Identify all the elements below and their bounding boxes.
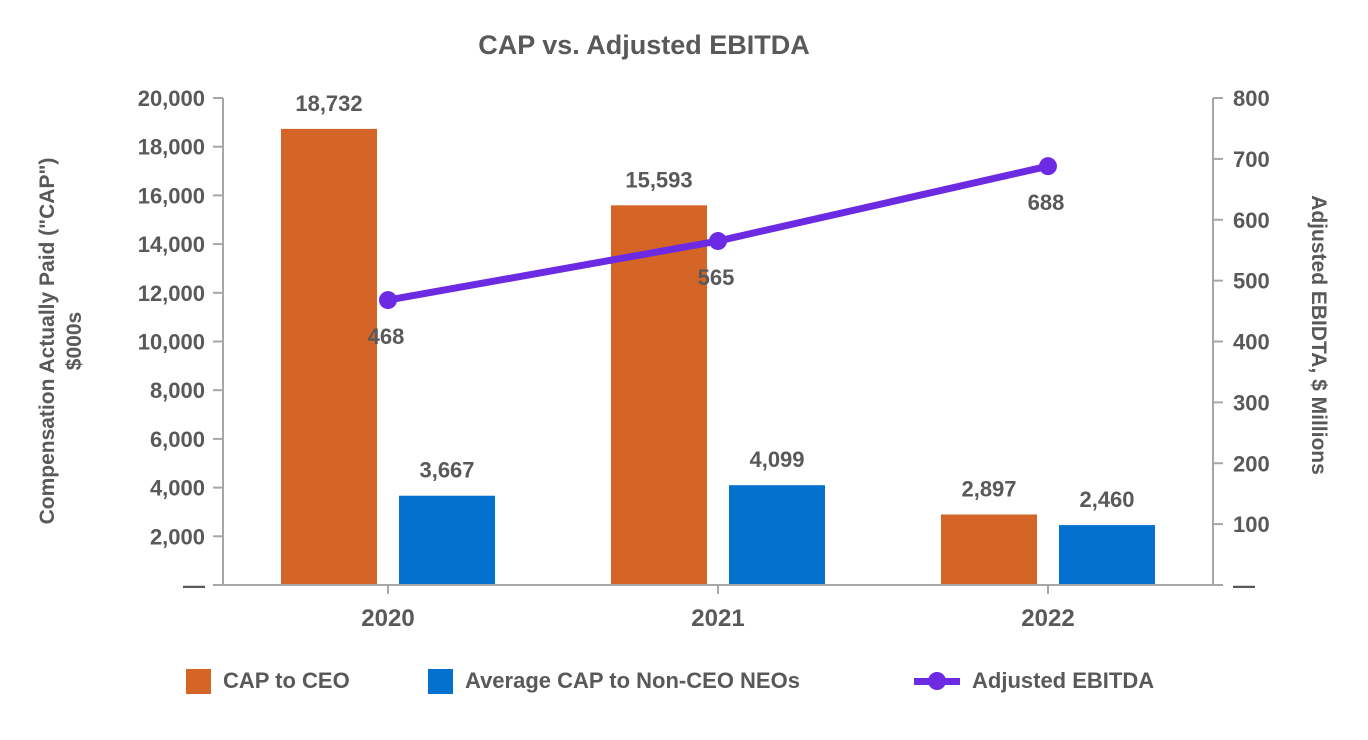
right-axis-tick-label: 300: [1233, 390, 1270, 415]
bar-avg-cap-neos-2021: [729, 485, 825, 585]
bar-data-label: 3,667: [419, 458, 474, 483]
legend-item-avg-cap-neos: Average CAP to Non-CEO NEOs: [428, 666, 800, 696]
left-axis-tick-label: 14,000: [138, 232, 205, 257]
left-axis-tick-label: 18,000: [138, 135, 205, 160]
right-axis-tick-label: 600: [1233, 208, 1270, 233]
line-data-label: 688: [1028, 190, 1065, 215]
adjusted-ebitda-marker-2020: [379, 291, 397, 310]
right-axis-tick-label: 500: [1233, 269, 1270, 294]
bar-avg-cap-neos-2022: [1059, 525, 1155, 585]
left-axis-tick-label: 8,000: [150, 378, 205, 403]
left-axis-tick-label: 10,000: [138, 330, 205, 355]
adjusted-ebitda-marker-2022: [1039, 157, 1057, 176]
bar-cap-to-ceo-2021: [611, 205, 707, 585]
legend-label-avg-cap-neos: Average CAP to Non-CEO NEOs: [465, 668, 800, 693]
bar-avg-cap-neos-2020: [399, 495, 495, 585]
x-axis-label: 2022: [1021, 605, 1074, 632]
bar-cap-to-ceo-2022: [941, 514, 1037, 585]
left-axis-tick-label: 4,000: [150, 476, 205, 501]
bar-data-label: 2,460: [1079, 487, 1134, 512]
legend-label-adjusted-ebitda: Adjusted EBITDA: [972, 668, 1155, 693]
right-axis-tick-label: 700: [1233, 147, 1270, 172]
cap-to-ceo-swatch: [186, 668, 211, 694]
adjusted-ebitda-line-marker-glyph: [914, 668, 960, 694]
legend-item-cap-to-ceo: CAP to CEO: [186, 666, 350, 696]
left-axis-tick-label: 16,000: [138, 183, 205, 208]
adjusted-ebitda-marker-2021: [709, 232, 727, 251]
left-axis-tick-label: —: [183, 573, 205, 598]
legend-label-cap-to-ceo: CAP to CEO: [223, 668, 350, 693]
left-axis-tick-label: 2,000: [150, 524, 205, 549]
right-axis-tick-label: 200: [1233, 451, 1270, 476]
chart-title: CAP vs. Adjusted EBITDA: [478, 30, 810, 60]
x-axis-label: 2021: [691, 605, 744, 632]
right-axis-tick-label: 800: [1233, 86, 1270, 111]
left-axis-tick-label: 20,000: [138, 86, 205, 111]
bar-data-label: 18,732: [295, 91, 362, 116]
right-axis-tick-label: 400: [1233, 330, 1270, 355]
left-axis-tick-label: 6,000: [150, 427, 205, 452]
left-axis-tick-label: 12,000: [138, 281, 205, 306]
legend-item-adjusted-ebitda: Adjusted EBITDA: [914, 666, 1154, 696]
legend: CAP to CEO Average CAP to Non-CEO NEOs A…: [0, 666, 1368, 700]
avg-cap-neos-swatch: [428, 668, 453, 694]
bar-data-label: 2,897: [961, 476, 1016, 501]
bar-cap-to-ceo-2020: [281, 128, 377, 585]
right-axis-tick-label: 100: [1233, 512, 1270, 537]
bar-data-label: 4,099: [749, 447, 804, 472]
line-data-label: 565: [698, 265, 735, 290]
line-data-label: 468: [368, 324, 405, 349]
x-axis-label: 2020: [361, 605, 414, 632]
right-axis-tick-label: —: [1233, 573, 1255, 598]
bar-data-label: 15,593: [625, 167, 692, 192]
